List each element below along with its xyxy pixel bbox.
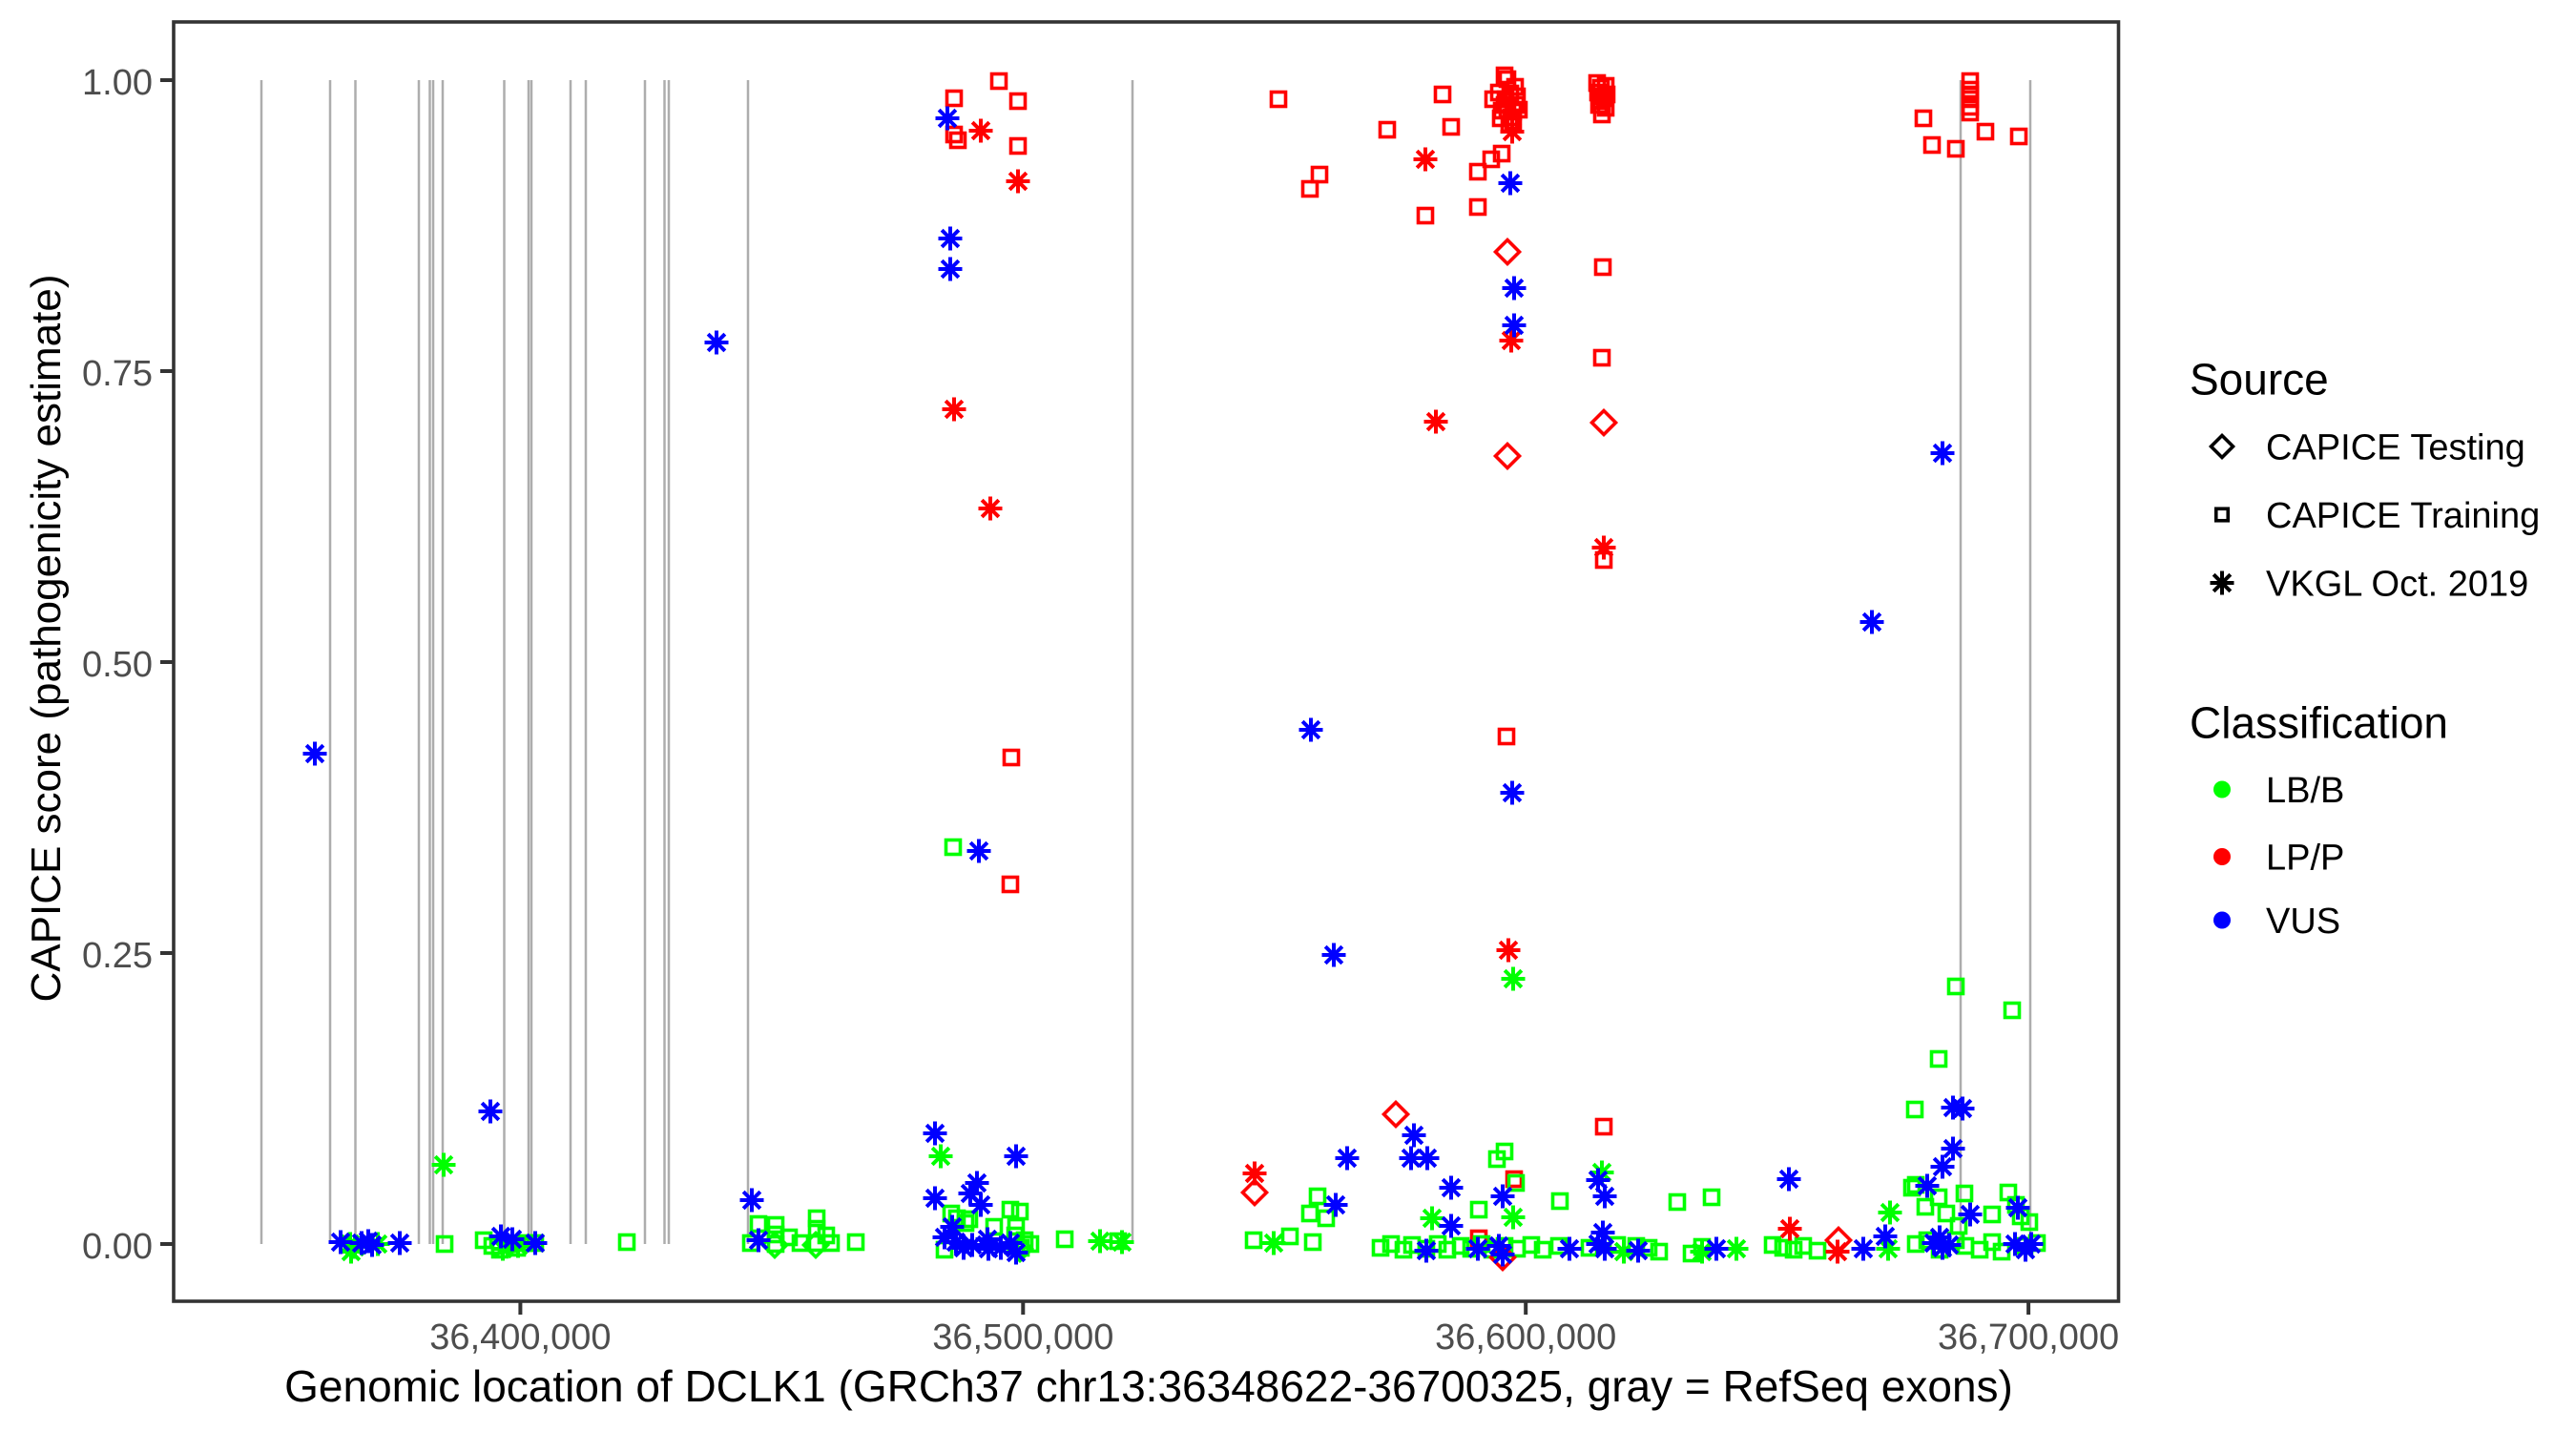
svg-text:CAPICE Training: CAPICE Training — [2266, 496, 2540, 536]
svg-text:36,400,000: 36,400,000 — [429, 1317, 611, 1358]
svg-text:0.25: 0.25 — [82, 936, 153, 976]
svg-text:Genomic location of DCLK1 (GRC: Genomic location of DCLK1 (GRCh37 chr13:… — [284, 1361, 2013, 1411]
svg-text:36,600,000: 36,600,000 — [1435, 1317, 1616, 1358]
svg-text:LB/B: LB/B — [2266, 771, 2344, 811]
svg-text:CAPICE score (pathogenicity es: CAPICE score (pathogenicity estimate) — [23, 275, 70, 1003]
svg-text:Classification: Classification — [2190, 698, 2448, 748]
svg-text:CAPICE Testing: CAPICE Testing — [2266, 428, 2525, 468]
svg-text:LP/P: LP/P — [2266, 839, 2344, 879]
svg-text:36,700,000: 36,700,000 — [1938, 1317, 2119, 1358]
svg-text:1.00: 1.00 — [82, 63, 153, 103]
svg-text:0.50: 0.50 — [82, 645, 153, 685]
svg-text:36,500,000: 36,500,000 — [932, 1317, 1113, 1358]
svg-text:0.75: 0.75 — [82, 354, 153, 394]
svg-text:VUS: VUS — [2266, 902, 2340, 942]
svg-text:VKGL Oct. 2019: VKGL Oct. 2019 — [2266, 565, 2528, 605]
svg-text:Source: Source — [2190, 355, 2329, 404]
svg-text:0.00: 0.00 — [82, 1227, 153, 1267]
